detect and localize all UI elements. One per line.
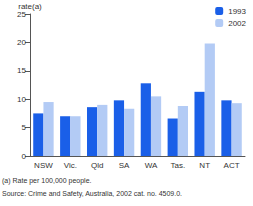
svg-text:WA: WA — [145, 161, 158, 170]
svg-text:NT: NT — [199, 161, 210, 170]
svg-text:SA: SA — [119, 161, 130, 170]
svg-text:Source: Crime and Safety, Aust: Source: Crime and Safety, Australia, 200… — [2, 190, 182, 198]
svg-text:25: 25 — [17, 10, 26, 19]
svg-text:10: 10 — [17, 95, 26, 104]
svg-text:5: 5 — [22, 123, 27, 132]
svg-text:(a) Rate per 100,000 people.: (a) Rate per 100,000 people. — [2, 177, 92, 185]
svg-text:15: 15 — [17, 66, 26, 75]
svg-text:Tas.: Tas. — [170, 161, 185, 170]
svg-text:ACT: ACT — [224, 161, 240, 170]
svg-text:Qld: Qld — [91, 161, 103, 170]
svg-text:20: 20 — [17, 38, 26, 47]
svg-text:2002: 2002 — [228, 19, 246, 28]
svg-text:Vic.: Vic. — [64, 161, 77, 170]
svg-text:0: 0 — [22, 152, 27, 161]
svg-text:NSW: NSW — [34, 161, 53, 170]
svg-text:rate(a): rate(a) — [18, 1, 42, 11]
svg-text:1993: 1993 — [228, 7, 246, 16]
